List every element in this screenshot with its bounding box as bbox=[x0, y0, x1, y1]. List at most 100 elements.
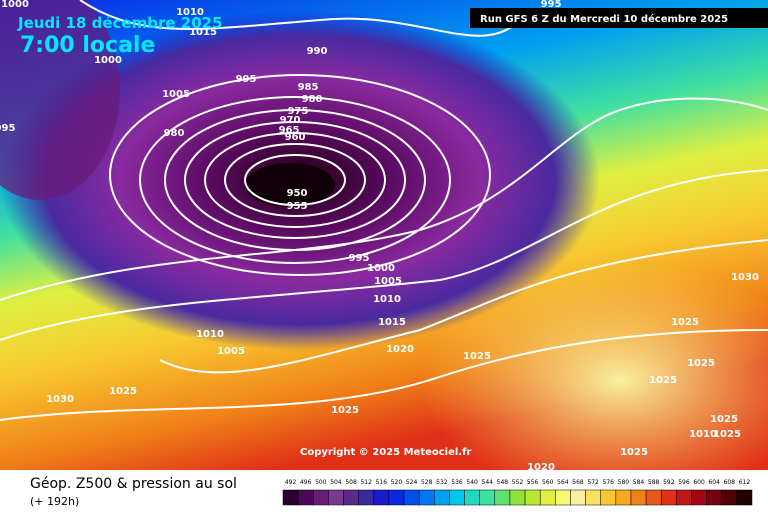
scale-label: 576 bbox=[603, 479, 615, 486]
isobar-label: 1025 bbox=[649, 375, 677, 386]
run-info: Run GFS 6 Z du Mercredi 10 décembre 2025 bbox=[480, 13, 728, 25]
scale-label: 548 bbox=[497, 479, 509, 486]
run-box bbox=[470, 8, 768, 28]
scale-swatch bbox=[418, 489, 435, 506]
scale-label: 580 bbox=[618, 479, 630, 486]
isobar-label: 995 bbox=[236, 74, 257, 85]
scale-swatch bbox=[736, 489, 753, 506]
scale-swatch bbox=[524, 489, 541, 506]
isobar-label: 1020 bbox=[386, 344, 414, 355]
isobar-label: 950 bbox=[287, 188, 308, 199]
isobar-label: 1030 bbox=[46, 394, 74, 405]
forecast-time: 7:00 locale bbox=[20, 33, 155, 58]
isobar-label: 1025 bbox=[463, 351, 491, 362]
scale-swatch bbox=[630, 489, 647, 506]
isobar-label: 1020 bbox=[527, 462, 555, 473]
isobar-label: 1000 bbox=[367, 263, 395, 274]
scale-label: 532 bbox=[436, 479, 448, 486]
isobar-label: 970 bbox=[280, 115, 301, 126]
scale-swatch bbox=[297, 489, 314, 506]
scale-swatch bbox=[479, 489, 496, 506]
isobar-label: 1005 bbox=[374, 276, 402, 287]
scale-swatch bbox=[600, 489, 617, 506]
scale-swatch bbox=[313, 489, 329, 506]
isobar-label: 1010 bbox=[373, 294, 401, 305]
scale-swatch bbox=[494, 489, 511, 506]
isobar-label: 1010 bbox=[176, 7, 204, 18]
scale-swatch bbox=[403, 489, 420, 506]
scale-label: 496 bbox=[300, 479, 312, 486]
isobar-label: 1025 bbox=[710, 414, 738, 425]
scale-label: 544 bbox=[482, 479, 494, 486]
isobar-label: 1015 bbox=[189, 27, 217, 38]
scale-label: 552 bbox=[512, 479, 524, 486]
isobar-label: 995 bbox=[0, 123, 15, 134]
scale-label: 572 bbox=[587, 479, 599, 486]
scale-swatch bbox=[539, 489, 556, 506]
isobar-label: 975 bbox=[288, 106, 309, 117]
scale-swatch bbox=[555, 489, 571, 506]
scale-label: 568 bbox=[572, 479, 584, 486]
scale-label: 604 bbox=[708, 479, 720, 486]
scale-label: 500 bbox=[315, 479, 327, 486]
scale-label: 612 bbox=[739, 479, 751, 486]
scale-swatch bbox=[464, 489, 480, 506]
scale-label: 588 bbox=[648, 479, 660, 486]
scale-label: 564 bbox=[557, 479, 569, 486]
color-scale: 492 496 500 504 508 512 516 520 524 528 532 536 540 5… bbox=[282, 479, 753, 506]
footer-title: Géop. Z500 & pression au sol bbox=[30, 476, 237, 492]
isobar-label: 1030 bbox=[731, 272, 759, 283]
isobar-label: 995 bbox=[541, 0, 562, 10]
scale-swatch bbox=[373, 489, 390, 506]
scale-swatch bbox=[615, 489, 632, 506]
scale-swatch bbox=[449, 489, 465, 506]
isobar-label: 1010 bbox=[689, 429, 717, 440]
scale-label: 516 bbox=[376, 479, 388, 486]
isobar-label: 965 bbox=[279, 125, 300, 136]
isobar-label: 1025 bbox=[687, 358, 715, 369]
scale-label: 528 bbox=[421, 479, 433, 486]
scale-label: 592 bbox=[663, 479, 675, 486]
isobar-label: 1015 bbox=[378, 317, 406, 328]
scale-label: 600 bbox=[693, 479, 705, 486]
scale-label: 540 bbox=[466, 479, 478, 486]
footer-lead: (+ 192h) bbox=[30, 495, 79, 508]
scale-swatch bbox=[676, 489, 692, 506]
scale-label: 556 bbox=[527, 479, 539, 486]
scale-label: 560 bbox=[542, 479, 554, 486]
isobar-label: 1000 bbox=[94, 55, 122, 66]
isobar-label: 1005 bbox=[162, 89, 190, 100]
isobar-label: 980 bbox=[164, 128, 185, 139]
copyright: Copyright © 2025 Meteociel.fr bbox=[300, 447, 471, 458]
isobar-label: 995 bbox=[349, 253, 370, 264]
isobar-label: 980 bbox=[302, 94, 323, 105]
isobar-label: 1025 bbox=[620, 447, 648, 458]
scale-label: 584 bbox=[633, 479, 645, 486]
forecast-date: Jeudi 18 décembre 2025 bbox=[17, 14, 223, 32]
isobar-label: 985 bbox=[298, 82, 319, 93]
scale-label: 492 bbox=[285, 479, 297, 486]
scale-swatch bbox=[509, 489, 526, 506]
scale-label: 512 bbox=[360, 479, 372, 486]
isobar-label: 1010 bbox=[196, 329, 224, 340]
scale-swatch bbox=[660, 489, 677, 506]
scale-label: 608 bbox=[724, 479, 736, 486]
scale-swatch bbox=[691, 489, 707, 506]
isobar-label: 960 bbox=[285, 132, 306, 143]
scale-label: 524 bbox=[406, 479, 418, 486]
isobar-label: 990 bbox=[307, 46, 328, 57]
scale-label: 520 bbox=[391, 479, 403, 486]
scale-label: 596 bbox=[678, 479, 690, 486]
scale-swatch bbox=[721, 489, 738, 506]
scale-swatch bbox=[434, 489, 450, 506]
scale-swatch bbox=[343, 489, 359, 506]
isobar-label: 1000 bbox=[1, 0, 29, 10]
isobar-label: 1025 bbox=[331, 405, 359, 416]
scale-swatch bbox=[282, 489, 299, 506]
isobar-label: 1025 bbox=[671, 317, 699, 328]
scale-label: 536 bbox=[451, 479, 463, 486]
isobar-label: 1025 bbox=[713, 429, 741, 440]
scale-label: 504 bbox=[330, 479, 342, 486]
isobar-labels: 1010101510009909959859801005975970965960… bbox=[0, 0, 759, 473]
isobar-label: 1005 bbox=[217, 346, 245, 357]
